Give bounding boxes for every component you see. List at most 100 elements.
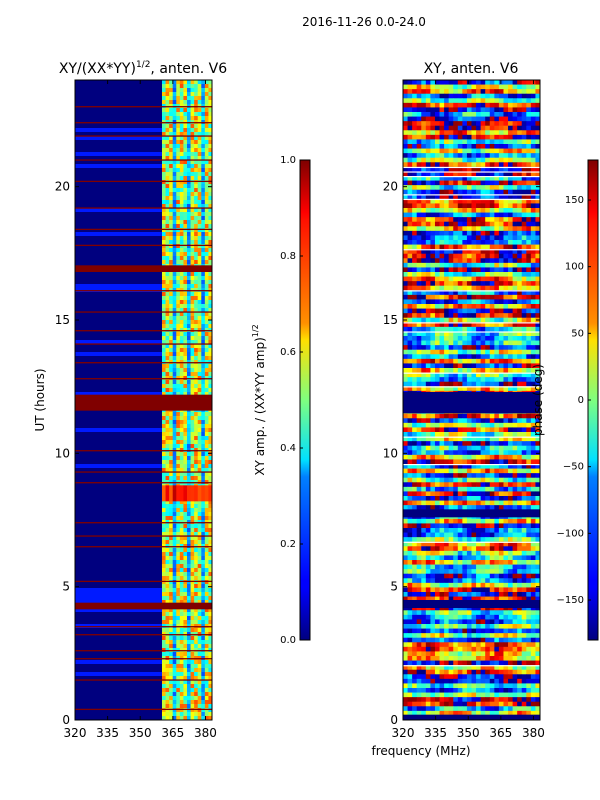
- heatmap-cell: [183, 172, 188, 177]
- heatmap-cell: [176, 696, 181, 701]
- heatmap-cell: [494, 326, 500, 332]
- heatmap-cell: [498, 226, 504, 232]
- heatmap-cell: [197, 416, 202, 421]
- heatmap-cell: [466, 162, 472, 168]
- heatmap-cell: [489, 354, 495, 360]
- heatmap-cell: [186, 164, 191, 169]
- heatmap-cell: [448, 432, 454, 437]
- heatmap-cell: [444, 262, 450, 268]
- heatmap-cell: [176, 196, 181, 201]
- heatmap-cell: [462, 473, 468, 479]
- heatmap-cell: [165, 340, 170, 345]
- heatmap-cell: [457, 427, 463, 433]
- heatmap-cell: [194, 472, 199, 477]
- heatmap-cell: [201, 428, 206, 433]
- heatmap-cell: [466, 176, 472, 181]
- heatmap-cell: [169, 644, 174, 649]
- heatmap-cell: [201, 584, 206, 589]
- heatmap-cell: [194, 512, 199, 517]
- heatmap-cell: [517, 153, 523, 159]
- heatmap-cell: [471, 299, 477, 305]
- heatmap-cell: [471, 80, 477, 85]
- heatmap-cell: [425, 189, 431, 195]
- heatmap-cell: [498, 176, 504, 181]
- heatmap-cell: [204, 416, 209, 421]
- heatmap-cell: [190, 712, 195, 717]
- heatmap-cell: [517, 194, 523, 200]
- heatmap-cell: [521, 80, 527, 85]
- heatmap-cell: [485, 386, 491, 392]
- heatmap-cell: [201, 620, 206, 625]
- heatmap-cell: [508, 450, 513, 456]
- heatmap-cell: [462, 144, 468, 149]
- heatmap-cell: [444, 281, 450, 287]
- heatmap-cell: [421, 363, 427, 369]
- heatmap-cell: [517, 107, 523, 113]
- heatmap-cell: [176, 672, 181, 677]
- heatmap-cell: [498, 185, 504, 191]
- heatmap-cell: [421, 432, 427, 437]
- heatmap-cell: [186, 356, 191, 361]
- heatmap-cell: [448, 249, 454, 255]
- heatmap-cell: [489, 326, 495, 332]
- heatmap-cell: [494, 157, 500, 163]
- heatmap-cell: [535, 386, 541, 392]
- heatmap-high-line: [75, 106, 212, 108]
- heatmap-cell: [494, 304, 500, 309]
- heatmap-cell: [498, 368, 504, 373]
- heatmap-cell: [403, 445, 408, 451]
- heatmap-cell: [204, 660, 209, 665]
- heatmap-cell: [480, 381, 486, 387]
- heatmap-cell: [439, 345, 445, 351]
- heatmap-cell: [526, 185, 532, 191]
- heatmap-cell: [194, 476, 199, 481]
- heatmap-cell: [161, 444, 166, 449]
- heatmap-cell: [194, 224, 199, 229]
- heatmap-cell: [208, 664, 213, 669]
- heatmap-cell: [201, 456, 206, 461]
- heatmap-cell: [407, 130, 413, 136]
- heatmap-cell: [201, 256, 206, 261]
- heatmap-cell: [190, 156, 195, 161]
- heatmap-cell: [521, 221, 527, 227]
- heatmap-cell: [430, 235, 436, 241]
- heatmap-cell: [530, 221, 536, 227]
- heatmap-cell: [503, 230, 509, 236]
- heatmap-cell: [165, 500, 170, 505]
- heatmap-cell: [444, 171, 450, 177]
- heatmap-cell: [190, 392, 195, 397]
- heatmap-cell: [457, 436, 463, 442]
- heatmap-cell: [448, 194, 454, 200]
- heatmap-cell: [186, 308, 191, 313]
- heatmap-cell: [179, 428, 184, 433]
- heatmap-cell: [197, 228, 202, 233]
- heatmap-cell: [194, 524, 199, 529]
- heatmap-cell: [190, 528, 195, 533]
- heatmap-cell: [179, 696, 184, 701]
- heatmap-cell: [521, 262, 527, 268]
- heatmap-cell: [161, 504, 166, 509]
- heatmap-cell: [208, 684, 213, 689]
- heatmap-cell: [521, 102, 527, 108]
- heatmap-cell: [183, 696, 188, 701]
- heatmap-cell: [197, 676, 202, 681]
- heatmap-cell: [407, 84, 413, 90]
- heatmap-cell: [412, 144, 418, 149]
- heatmap-cell: [169, 132, 174, 137]
- heatmap-cell: [201, 232, 206, 237]
- heatmap-cell: [503, 464, 509, 469]
- heatmap-cell: [183, 540, 188, 545]
- heatmap-cell: [183, 144, 188, 149]
- heatmap-cell: [197, 284, 202, 289]
- heatmap-cell: [201, 132, 206, 137]
- heatmap-cell: [462, 162, 468, 168]
- heatmap-cell: [169, 256, 174, 261]
- heatmap-cell: [457, 313, 463, 319]
- heatmap-cell: [186, 416, 191, 421]
- heatmap-cell: [172, 452, 177, 457]
- heatmap-cell: [183, 116, 188, 121]
- heatmap-cell: [194, 692, 199, 697]
- heatmap-cell: [201, 576, 206, 581]
- heatmap-cell: [161, 184, 166, 189]
- heatmap-cell: [412, 377, 418, 383]
